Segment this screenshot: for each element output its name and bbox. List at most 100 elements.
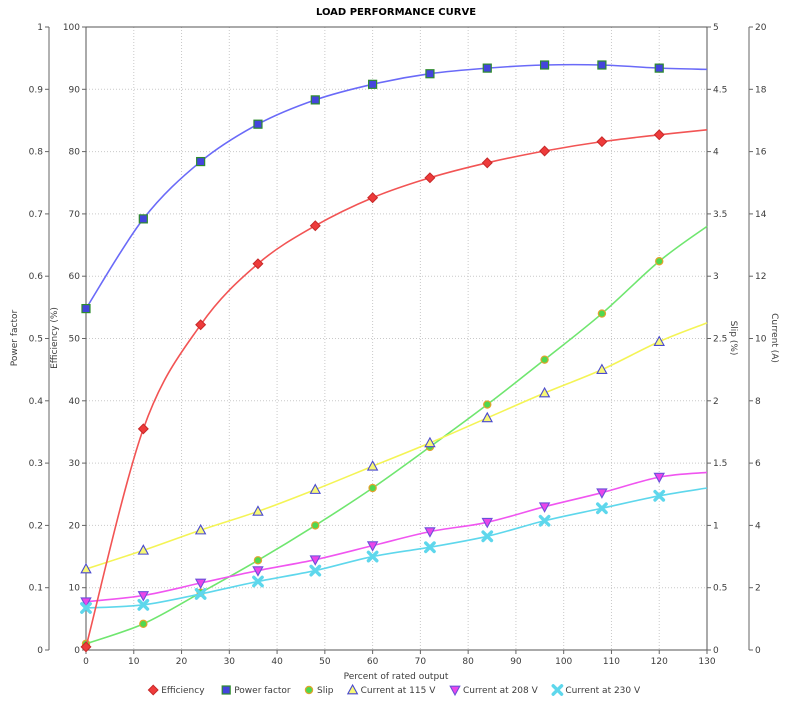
legend-label: Efficiency bbox=[161, 686, 205, 696]
current-tick-label: 6 bbox=[755, 459, 761, 469]
slip-axis: 0 0.5 1 1.5 2 2.5 3 3.5 4 4.5 5 bbox=[707, 23, 727, 656]
legend-label: Current at 115 V bbox=[361, 686, 437, 696]
power-factor-tick-label: 0.5 bbox=[29, 335, 43, 345]
legend-label: Current at 208 V bbox=[463, 686, 539, 696]
current-tick-label: 18 bbox=[755, 85, 767, 95]
chart-title: LOAD PERFORMANCE CURVE bbox=[316, 7, 476, 18]
slip-tick-label: 1.5 bbox=[713, 459, 727, 469]
slip-tick-label: 4.5 bbox=[713, 85, 727, 95]
legend-item-current-at-208-v: Current at 208 V bbox=[449, 685, 539, 697]
x-tick-label: 50 bbox=[319, 657, 331, 667]
series-markers-current-at-115-v bbox=[80, 335, 665, 574]
efficiency-tick-label: 100 bbox=[63, 23, 80, 33]
power-factor-tick-label: 0.7 bbox=[29, 210, 43, 220]
series-line-efficiency bbox=[85, 128, 708, 648]
power-factor-tick-label: 0.8 bbox=[29, 148, 44, 158]
x-tick-label: 10 bbox=[128, 657, 140, 667]
slip-tick-label: 2 bbox=[713, 397, 719, 407]
slip-tick-label: 0.5 bbox=[713, 584, 727, 594]
series-current-at-208-v bbox=[80, 471, 708, 608]
current-tick-label: 14 bbox=[755, 210, 767, 220]
legend-item-current-at-230-v: Current at 230 V bbox=[551, 684, 641, 696]
efficiency-tick-label: 10 bbox=[69, 584, 81, 594]
current-tick-label: 12 bbox=[755, 272, 766, 282]
x-tick-label: 90 bbox=[510, 657, 522, 667]
power-factor-tick-label: 0.2 bbox=[29, 521, 43, 531]
series-efficiency bbox=[80, 128, 708, 653]
slip-tick-label: 4 bbox=[713, 148, 719, 158]
x-tick-label: 100 bbox=[555, 657, 572, 667]
efficiency-tick-label: 90 bbox=[69, 85, 81, 95]
power-factor-tick-label: 0.9 bbox=[29, 85, 44, 95]
efficiency-tick-label: 50 bbox=[69, 335, 81, 345]
legend-label: Current at 230 V bbox=[565, 686, 641, 696]
x-tick-label: 30 bbox=[224, 657, 236, 667]
series-markers-efficiency bbox=[80, 129, 665, 653]
legend-item-efficiency: Efficiency bbox=[147, 684, 205, 696]
efficiency-tick-label: 20 bbox=[69, 521, 81, 531]
series-slip bbox=[81, 225, 708, 648]
efficiency-tick-label: 70 bbox=[69, 210, 81, 220]
x-tick-label: 110 bbox=[603, 657, 620, 667]
efficiency-tick-label: 40 bbox=[69, 397, 81, 407]
chart-legend: Efficiency Power factor Slip Current at 115… bbox=[147, 683, 641, 697]
power-factor-axis: 0 0.1 0.2 0.3 0.4 0.5 0.6 0.7 0.8 0.9 1 bbox=[29, 23, 50, 656]
current-tick-label: 0 bbox=[755, 646, 761, 656]
series-current-at-230-v bbox=[80, 487, 708, 614]
x-tick-label: 120 bbox=[651, 657, 668, 667]
efficiency-tick-label: 80 bbox=[69, 148, 81, 158]
series-power-factor bbox=[81, 60, 708, 314]
series-markers-current-at-208-v bbox=[80, 472, 665, 608]
x-tick-label: 0 bbox=[83, 657, 89, 667]
current-tick-label: 20 bbox=[755, 23, 767, 33]
efficiency-axis: 0 10 20 30 40 50 60 70 80 90 100 bbox=[63, 23, 86, 656]
slip-axis-title: Slip (%) bbox=[728, 321, 738, 356]
axes: 00.10.20.30.40.50.60.70.80.9101020304050… bbox=[29, 23, 767, 667]
power-factor-tick-label: 1 bbox=[37, 23, 43, 33]
slip-tick-label: 3 bbox=[713, 272, 719, 282]
series-line-current-at-115-v bbox=[85, 322, 708, 570]
current-tick-label: 4 bbox=[755, 521, 761, 531]
series-line-power-factor bbox=[85, 63, 708, 310]
series-line-current-at-208-v bbox=[85, 471, 708, 603]
efficiency-tick-label: 60 bbox=[69, 272, 81, 282]
x-tick-label: 70 bbox=[415, 657, 427, 667]
current-tick-label: 10 bbox=[755, 335, 767, 345]
legend-item-current-at-115-v: Current at 115 V bbox=[346, 683, 437, 696]
legend-label: Slip bbox=[317, 686, 334, 696]
slip-tick-label: 5 bbox=[713, 23, 719, 33]
gridlines bbox=[86, 27, 707, 650]
series-line-current-at-230-v bbox=[85, 487, 708, 609]
series-current-at-115-v bbox=[80, 322, 708, 574]
x-tick-label: 20 bbox=[176, 657, 188, 667]
x-tick-label: 60 bbox=[367, 657, 379, 667]
slip-tick-label: 3.5 bbox=[713, 210, 727, 220]
power-factor-tick-label: 0 bbox=[37, 646, 43, 656]
power-factor-axis-title: Power factor bbox=[10, 309, 20, 366]
current-tick-label: 2 bbox=[755, 584, 761, 594]
x-axis: 0 10 20 30 40 50 60 70 80 90 100 110 120 130 bbox=[83, 650, 716, 667]
efficiency-tick-label: 0 bbox=[74, 646, 80, 656]
slip-tick-label: 2.5 bbox=[713, 335, 727, 345]
current-axis: 0 2 4 6 8 10 12 14 16 18 20 bbox=[748, 23, 767, 656]
plot-area: 00.10.20.30.40.50.60.70.80.9101020304050… bbox=[29, 23, 767, 667]
series-line-slip bbox=[85, 225, 708, 645]
power-factor-tick-label: 0.6 bbox=[29, 272, 44, 282]
x-axis-title: Percent of rated output bbox=[344, 672, 449, 682]
legend-item-slip: Slip bbox=[304, 685, 334, 696]
series-markers-current-at-230-v bbox=[80, 489, 666, 614]
slip-tick-label: 0 bbox=[713, 646, 719, 656]
current-tick-label: 8 bbox=[755, 397, 761, 407]
x-tick-label: 80 bbox=[462, 657, 474, 667]
power-factor-tick-label: 0.1 bbox=[29, 584, 43, 594]
current-axis-title: Current (A) bbox=[769, 313, 779, 363]
power-factor-tick-label: 0.3 bbox=[29, 459, 43, 469]
slip-tick-label: 1 bbox=[713, 521, 719, 531]
legend-label: Power factor bbox=[234, 686, 291, 696]
x-tick-label: 130 bbox=[698, 657, 715, 667]
efficiency-axis-title: Efficiency (%) bbox=[50, 307, 60, 369]
series-markers-power-factor bbox=[81, 60, 664, 314]
x-tick-label: 40 bbox=[271, 657, 283, 667]
